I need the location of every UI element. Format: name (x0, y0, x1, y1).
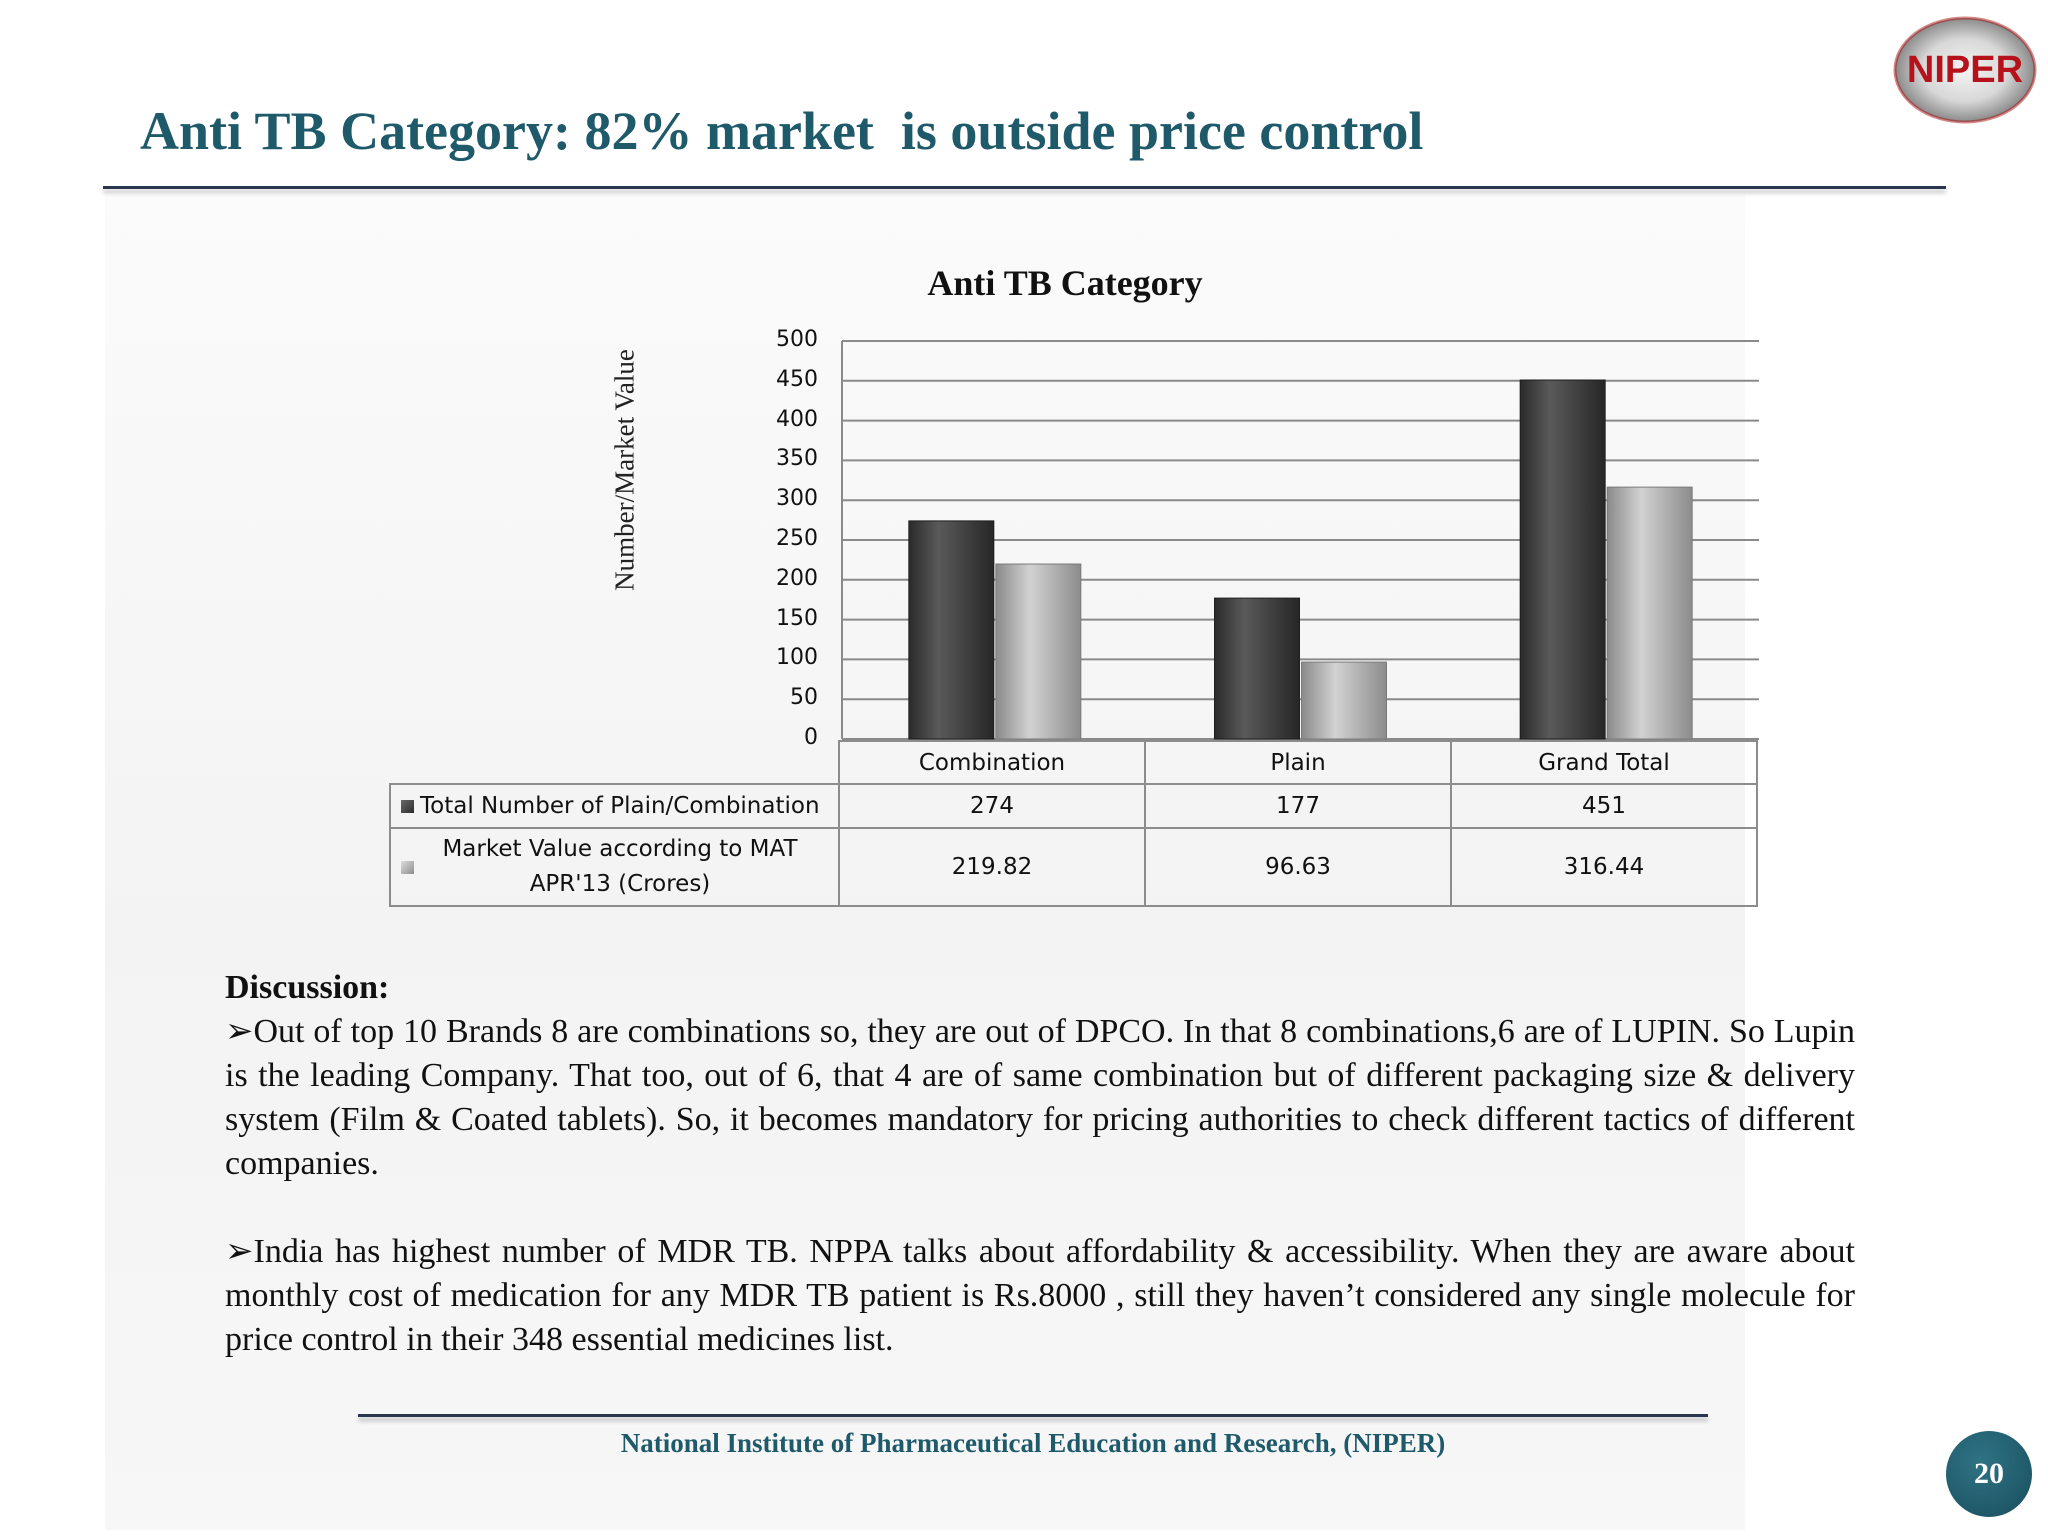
table-corner (390, 741, 840, 785)
legend-swatch-dark (401, 800, 414, 813)
chart-data-table: Combination Plain Grand Total Total Numb… (389, 740, 1758, 907)
data-label: 316.44 (1450, 827, 1758, 907)
footer-divider (358, 1414, 1708, 1417)
bar-market-value-plain (1301, 661, 1387, 740)
discussion-point: ➢India has highest number of MDR TB. NPP… (225, 1230, 1855, 1362)
category-label: Combination (838, 740, 1146, 785)
bar-total-number-plain (1214, 597, 1300, 740)
svg-text:NIPER: NIPER (1907, 49, 2023, 91)
bullet-arrow-icon: ➢ (225, 1013, 254, 1050)
bullet-arrow-icon: ➢ (225, 1233, 254, 1270)
y-tick-label: 100 (776, 645, 818, 671)
bar-market-value-grand-total (1606, 486, 1693, 740)
discussion-heading: Discussion: (225, 969, 390, 1006)
bar-total-number-combination (908, 520, 995, 740)
y-tick-label: 150 (776, 605, 818, 631)
y-tick-label: 300 (776, 486, 818, 512)
data-label: 451 (1450, 783, 1758, 829)
chart-title: Anti TB Category (927, 263, 1203, 303)
footer-institution: National Institute of Pharmaceutical Edu… (620, 1428, 1446, 1458)
bar-total-number-grand-total (1519, 379, 1606, 740)
legend-label: Market Value according to MAT APR'13 (Cr… (442, 836, 798, 897)
y-tick-label: 50 (790, 685, 818, 711)
legend-swatch-light (401, 860, 414, 874)
data-label: 177 (1144, 783, 1452, 829)
legend-entry-market-value: Market Value according to MAT APR'13 (Cr… (389, 827, 840, 907)
discussion-text: Out of top 10 Brands 8 are combinations … (225, 1013, 1855, 1182)
data-label: 96.63 (1144, 827, 1452, 907)
niper-logo: NIPER (1893, 16, 2037, 124)
legend-label: Total Number of Plain/Combination (420, 793, 820, 819)
category-label: Plain (1144, 740, 1452, 785)
bar-market-value-combination (995, 563, 1082, 740)
category-label: Grand Total (1450, 740, 1758, 785)
slide-title: Anti TB Category: 82% market is outside … (140, 101, 1424, 161)
data-label: 219.82 (838, 827, 1146, 907)
y-tick-label: 500 (776, 327, 818, 352)
y-tick-label: 250 (776, 526, 818, 551)
discussion-point: ➢Out of top 10 Brands 8 are combinations… (225, 1010, 1855, 1186)
legend-entry-total-number: Total Number of Plain/Combination (389, 783, 840, 829)
discussion-text: India has highest number of MDR TB. NPPA… (225, 1233, 1855, 1358)
y-tick-label: 350 (776, 446, 818, 472)
y-tick-label: 200 (776, 565, 818, 591)
data-label: 274 (838, 783, 1146, 829)
page-number-badge: 20 (1946, 1431, 2032, 1517)
discussion-section: Discussion: ➢Out of top 10 Brands 8 are … (225, 966, 1855, 1362)
y-tick-label: 400 (776, 406, 818, 432)
title-divider (103, 186, 1946, 189)
y-tick-label: 450 (776, 366, 818, 392)
